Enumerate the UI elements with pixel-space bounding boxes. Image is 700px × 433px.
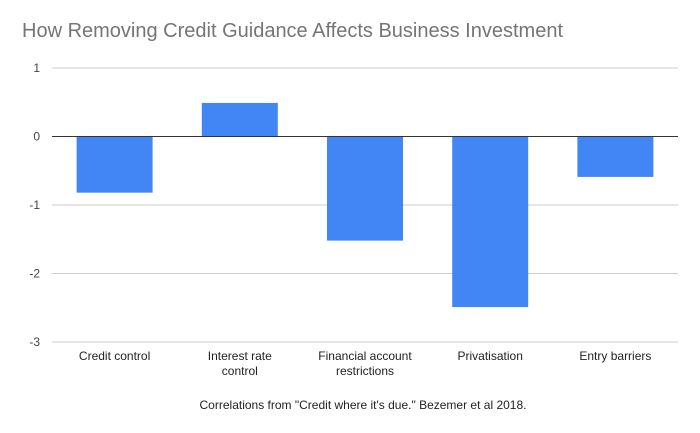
y-tick-label: 1 [33, 61, 40, 75]
y-tick-label: -3 [29, 335, 40, 349]
x-tick-label: Interest rate control [208, 349, 272, 378]
x-tick-label: Financial account restrictions [318, 349, 412, 378]
bar [577, 136, 654, 177]
x-tick-label: Entry barriers [579, 349, 651, 363]
y-tick-label: 0 [33, 130, 40, 144]
y-tick-label: -1 [29, 198, 40, 212]
bar [452, 136, 529, 308]
x-tick-label: Privatisation [458, 349, 523, 363]
x-axis-label: Correlations from "Credit where it's due… [200, 398, 527, 412]
y-tick-label: -2 [29, 267, 40, 281]
bar [76, 136, 153, 193]
bar [201, 102, 278, 137]
chart-title: How Removing Credit Guidance Affects Bus… [22, 20, 563, 42]
x-tick-label: Credit control [79, 349, 150, 363]
bar [327, 136, 403, 241]
